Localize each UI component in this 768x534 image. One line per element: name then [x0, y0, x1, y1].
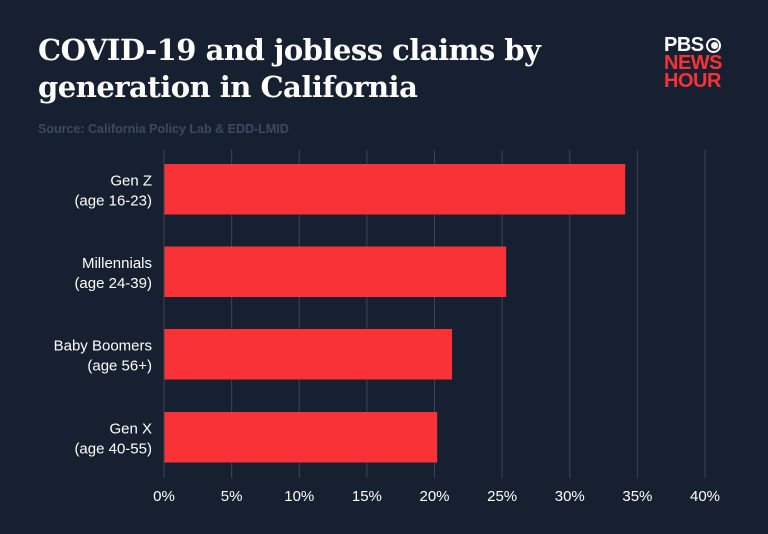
x-tick-label: 40%: [690, 488, 720, 505]
source-note: Source: California Policy Lab & EDD-LMID: [38, 122, 289, 136]
bar: [164, 329, 453, 380]
x-tick-label: 30%: [555, 488, 585, 505]
bar: [164, 164, 626, 215]
x-tick-label: 25%: [487, 488, 517, 505]
category-label: (age 16-23): [74, 192, 152, 209]
pbs-newshour-logo: PBS NEWS HOUR: [664, 34, 723, 92]
logo-hour: HOUR: [664, 70, 721, 92]
category-label: (age 56+): [87, 357, 152, 374]
category-label: Gen Z: [110, 172, 152, 189]
category-label: Millennials: [82, 255, 152, 272]
category-label: (age 40-55): [74, 440, 152, 457]
bar: [164, 246, 507, 297]
bar: [164, 412, 438, 463]
x-tick-label: 20%: [419, 488, 449, 505]
category-label: (age 24-39): [74, 275, 152, 292]
chart-title: COVID-19 and jobless claims by generatio…: [38, 33, 541, 104]
pbs-head-icon: [705, 37, 721, 53]
x-tick-label: 5%: [221, 488, 243, 505]
x-tick-label: 15%: [352, 488, 382, 505]
logo-pbs: PBS: [664, 34, 704, 56]
x-tick-label: 10%: [284, 488, 314, 505]
x-tick-label: 0%: [153, 488, 175, 505]
category-label: Baby Boomers: [54, 337, 152, 354]
category-label: Gen X: [109, 420, 152, 437]
x-tick-label: 35%: [622, 488, 652, 505]
logo-news: NEWS: [664, 52, 723, 74]
